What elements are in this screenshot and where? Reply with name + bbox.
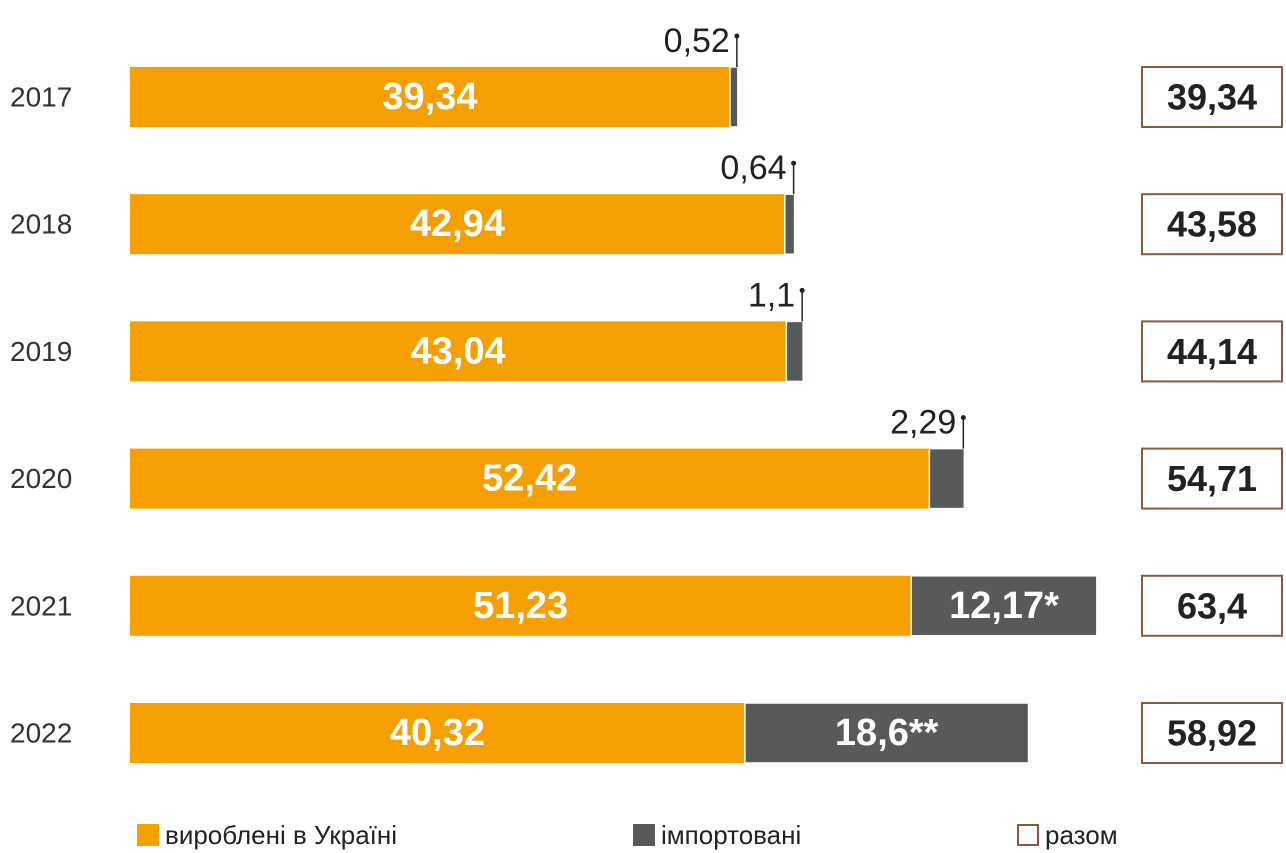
value-label: 39,34	[382, 76, 477, 118]
bar-segment	[785, 320, 804, 383]
value-label: 40,32	[390, 712, 485, 754]
bar-segment	[130, 321, 787, 382]
year-label: 2017	[10, 82, 72, 113]
value-label: 1,1	[748, 276, 795, 314]
total-box	[1141, 193, 1283, 256]
year-label: 2019	[10, 336, 72, 367]
value-label: 43,04	[411, 330, 506, 372]
value-label: 2,29	[890, 404, 956, 442]
value-label: 12,17*	[949, 585, 1059, 627]
bar-segment	[130, 575, 912, 636]
total-box	[1141, 320, 1283, 383]
bar-segment	[729, 66, 739, 128]
bar-segment	[928, 447, 966, 510]
total-label: 63,4	[1177, 585, 1247, 626]
total-label: 39,34	[1167, 77, 1257, 118]
total-box	[1141, 702, 1283, 764]
value-label: 18,6**	[835, 712, 939, 754]
value-label: 0,64	[720, 149, 786, 187]
legend-label: разом	[1045, 820, 1118, 850]
legend-swatch	[137, 824, 159, 846]
value-label: 42,94	[410, 203, 505, 245]
year-label: 2018	[10, 209, 72, 240]
year-label: 2020	[10, 463, 72, 494]
bar-segment	[130, 194, 785, 255]
leader-dot	[960, 415, 966, 421]
total-box	[1141, 574, 1283, 637]
value-label: 52,42	[482, 458, 577, 500]
legend-swatch	[1017, 824, 1039, 846]
leader-dot	[791, 160, 797, 166]
total-label: 54,71	[1167, 458, 1257, 499]
total-box	[1141, 447, 1283, 510]
value-label: 51,23	[473, 585, 568, 627]
legend-label: вироблені в Україні	[165, 820, 397, 850]
bar-segment	[130, 448, 930, 509]
leader-dot	[734, 33, 740, 39]
total-label: 44,14	[1167, 331, 1257, 372]
legend-swatch	[633, 824, 655, 846]
bar-segment	[744, 702, 1030, 764]
total-label: 58,92	[1167, 713, 1257, 754]
bar-segment	[784, 193, 796, 255]
total-box	[1141, 66, 1283, 128]
year-label: 2022	[10, 718, 72, 749]
total-label: 43,58	[1167, 204, 1257, 245]
year-label: 2021	[10, 590, 72, 621]
legend-label: імпортовані	[661, 820, 801, 850]
leader-dot	[799, 287, 805, 293]
value-label: 0,52	[664, 22, 730, 60]
bar-segment	[910, 575, 1098, 637]
bar-segment	[130, 703, 745, 763]
bar-segment	[130, 67, 730, 127]
